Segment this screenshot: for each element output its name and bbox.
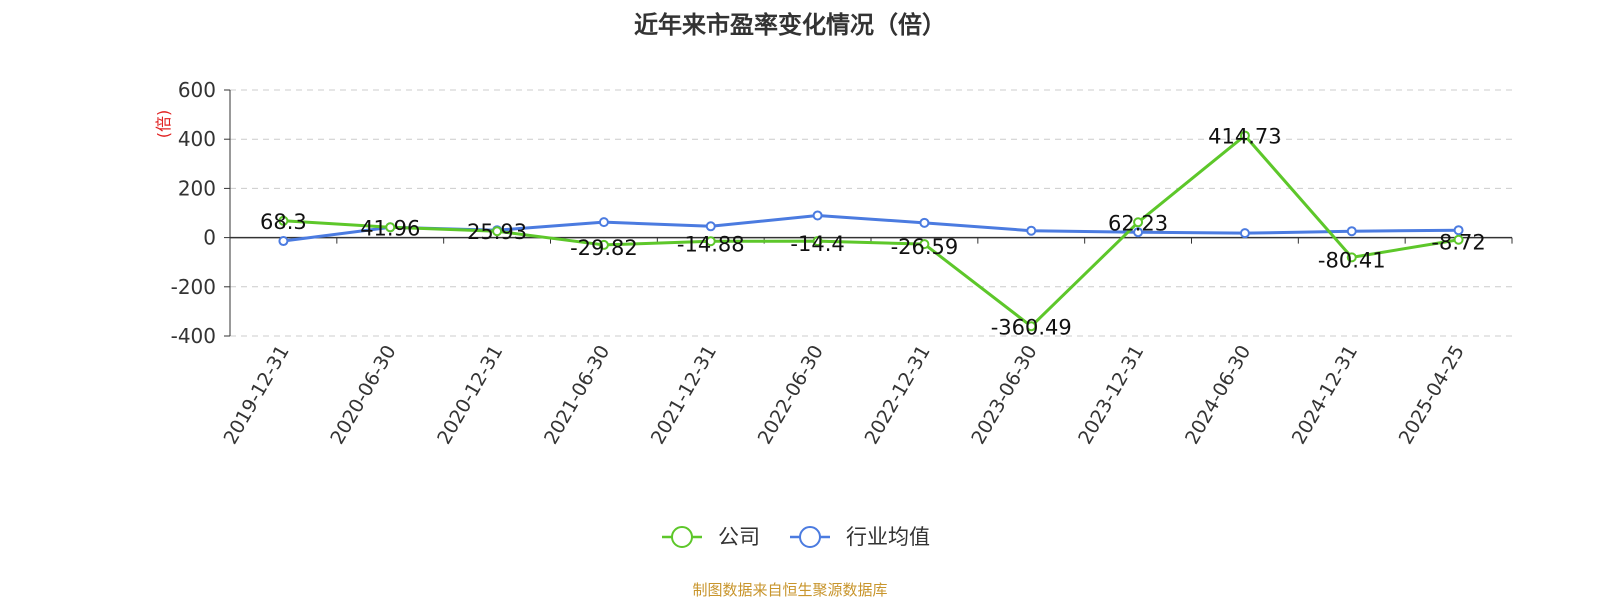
- x-tick-label: 2019-12-31: [219, 342, 293, 449]
- x-tick-label: 2022-12-31: [860, 342, 934, 449]
- data-source-note: 制图数据来自恒生聚源数据库: [692, 581, 887, 599]
- chart-title: 近年来市盈率变化情况（倍）: [634, 11, 946, 39]
- y-tick-label: 0: [203, 226, 216, 250]
- company-series-line: [283, 134, 1459, 328]
- legend-item-industry-average[interactable]: 行业均值: [790, 525, 930, 549]
- data-labels: 68.3 41.96 25.93 -29.82 -14.88 -14.4 -26.59 -36…: [260, 125, 1486, 340]
- legend-company-label: 公司: [718, 525, 760, 549]
- company-data-label: 41.96: [360, 216, 420, 240]
- x-tick-label: 2022-06-30: [754, 342, 828, 449]
- y-axis-label: (倍): [154, 110, 173, 139]
- grid-lines: [230, 89, 1512, 337]
- industry-point[interactable]: [598, 217, 609, 228]
- company-point[interactable]: [1239, 130, 1250, 141]
- x-tick-label: 2021-12-31: [647, 342, 721, 449]
- y-tick-label: 600: [178, 78, 216, 102]
- y-tick-label: 200: [178, 176, 216, 200]
- company-data-label: -80.41: [1318, 248, 1386, 272]
- company-point[interactable]: [812, 236, 823, 247]
- company-point[interactable]: [1026, 321, 1037, 332]
- company-point[interactable]: [1133, 217, 1144, 228]
- legend-industry-label: 行业均值: [846, 525, 930, 549]
- industry-point[interactable]: [1239, 228, 1250, 239]
- industry-point[interactable]: [919, 217, 930, 228]
- axes: -400 -200 0 200 400 600 2019-12-31 2020-06-30 20…: [171, 78, 1513, 449]
- company-data-label: -8.72: [1431, 231, 1485, 255]
- company-data-label: -14.88: [677, 232, 745, 256]
- industry-point[interactable]: [705, 221, 716, 232]
- company-point[interactable]: [598, 239, 609, 250]
- legend-company-marker: [671, 526, 693, 548]
- company-data-label: 414.73: [1208, 125, 1281, 149]
- x-tick-label: 2020-12-31: [433, 342, 507, 449]
- industry-point[interactable]: [1346, 226, 1357, 237]
- company-point[interactable]: [705, 236, 716, 247]
- company-point[interactable]: [1453, 234, 1464, 245]
- x-tick-label: 2021-06-30: [540, 342, 614, 449]
- x-tick-label: 2024-06-30: [1181, 342, 1255, 449]
- company-point[interactable]: [492, 226, 503, 237]
- x-tick-label: 2025-04-25: [1395, 342, 1469, 449]
- x-tick-label: 2020-06-30: [326, 342, 400, 449]
- company-data-label: 68.3: [260, 210, 307, 234]
- industry-point[interactable]: [1453, 225, 1464, 236]
- industry-point[interactable]: [1026, 225, 1037, 236]
- y-tick-label: -200: [171, 275, 216, 299]
- company-point[interactable]: [1346, 252, 1357, 263]
- x-tick-label: 2024-12-31: [1288, 342, 1362, 449]
- company-data-label: 25.93: [467, 220, 527, 244]
- company-data-label: 62.23: [1108, 211, 1168, 235]
- industry-point[interactable]: [812, 210, 823, 221]
- legend-item-company[interactable]: 公司: [662, 525, 760, 549]
- legend-industry-marker: [799, 526, 821, 548]
- y-tick-label: 400: [178, 127, 216, 151]
- y-tick-label: -400: [171, 324, 216, 348]
- series-layer: [278, 130, 1464, 332]
- x-tick-label: 2023-12-31: [1074, 342, 1148, 449]
- company-data-label: -14.4: [790, 232, 844, 256]
- legend: 公司 行业均值: [662, 525, 930, 549]
- industry-point[interactable]: [278, 236, 289, 247]
- company-data-label: -29.82: [570, 236, 638, 260]
- company-data-label: -26.59: [891, 235, 959, 259]
- company-data-label: -360.49: [991, 315, 1072, 339]
- x-tick-label: 2023-06-30: [967, 342, 1041, 449]
- company-point[interactable]: [919, 239, 930, 250]
- company-point[interactable]: [385, 222, 396, 233]
- industry-point[interactable]: [1133, 227, 1144, 238]
- company-point[interactable]: [278, 215, 289, 226]
